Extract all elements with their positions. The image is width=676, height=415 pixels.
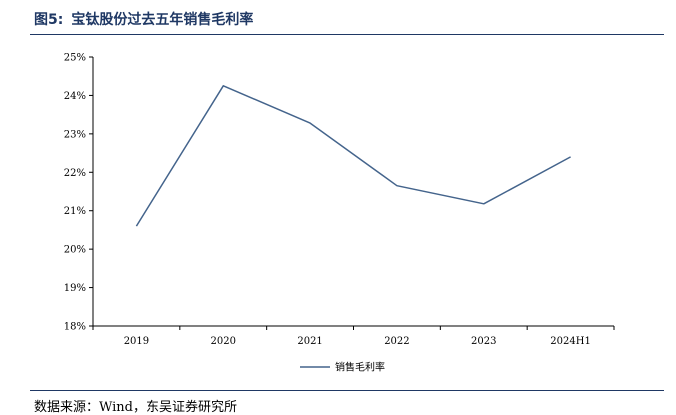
bottom-rule <box>30 390 664 391</box>
series-line <box>136 86 570 226</box>
source-note: 数据来源：Wind，东吴证券研究所 <box>34 396 237 415</box>
legend: 销售毛利率 <box>300 361 385 374</box>
legend-label: 销售毛利率 <box>335 361 385 374</box>
y-tick-label: 25% <box>64 53 86 64</box>
x-tick-label: 2024H1 <box>550 336 591 347</box>
y-tick-label: 18% <box>64 322 86 333</box>
plot-area <box>136 86 570 226</box>
y-tick-label: 23% <box>64 129 86 140</box>
x-tick-label: 2019 <box>124 336 149 347</box>
x-tick-label: 2022 <box>384 336 409 347</box>
x-tick-label: 2021 <box>297 336 322 347</box>
y-tick-label: 19% <box>64 283 86 294</box>
x-tick-label: 2020 <box>211 336 236 347</box>
x-tick-label: 2023 <box>471 336 496 347</box>
x-axis: 2019 2020 2021 2022 2023 2024H1 <box>93 326 614 347</box>
y-tick-label: 20% <box>64 245 86 256</box>
y-tick-label: 22% <box>64 168 86 179</box>
y-axis: 18% 19% 20% 21% 22% 23% 24% 25% <box>64 53 93 333</box>
y-tick-label: 21% <box>64 206 86 217</box>
y-tick-label: 24% <box>64 91 86 102</box>
